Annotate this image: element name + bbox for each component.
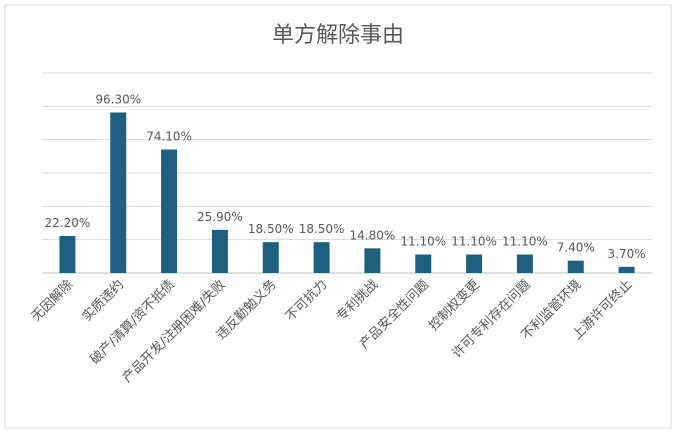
bar: [161, 149, 178, 273]
bar: [313, 242, 330, 273]
data-label: 25.90%: [197, 210, 243, 224]
chart-title: 单方解除事由: [272, 23, 404, 48]
bars: [59, 112, 635, 273]
data-label: 74.10%: [146, 130, 192, 144]
data-label: 14.80%: [350, 228, 396, 242]
data-label: 96.30%: [95, 93, 141, 107]
bar: [211, 229, 228, 273]
data-label: 11.10%: [451, 235, 497, 249]
bar: [618, 266, 635, 273]
bar: [415, 254, 432, 273]
data-label: 3.70%: [608, 247, 646, 261]
bar: [567, 260, 584, 273]
data-label: 11.10%: [400, 235, 446, 249]
bar: [364, 248, 381, 273]
chart-border: [4, 4, 672, 429]
bar: [59, 236, 76, 273]
data-labels: 22.20% 96.30% 74.10% 25.90% 18.50% 18.50% 14.8…: [45, 93, 646, 261]
data-label: 18.50%: [299, 222, 345, 236]
bar: [262, 242, 279, 273]
bar: [466, 254, 483, 273]
gridlines: [42, 72, 652, 274]
data-label: 11.10%: [502, 235, 548, 249]
data-label: 18.50%: [248, 222, 294, 236]
bar: [516, 254, 533, 273]
bar: [110, 112, 127, 273]
data-label: 22.20%: [45, 216, 91, 230]
data-label: 7.40%: [557, 241, 595, 255]
